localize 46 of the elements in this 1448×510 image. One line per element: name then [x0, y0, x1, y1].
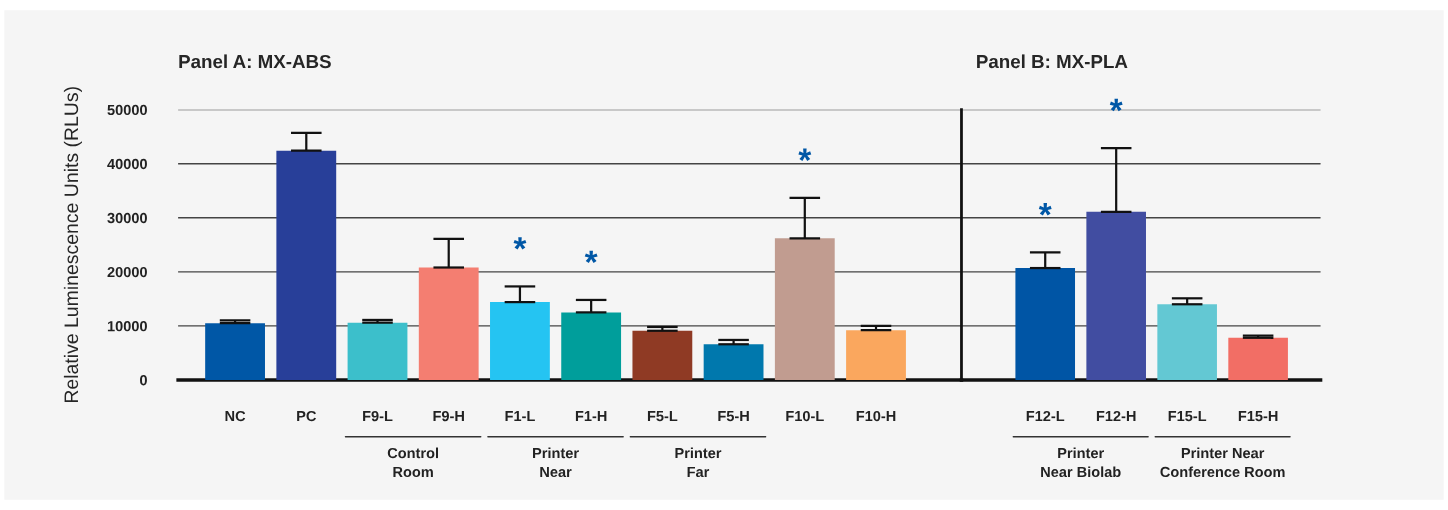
chart-title: Panel A: MX-ABS — [179, 54, 331, 69]
annotation: * — [513, 237, 527, 250]
x-tick-label: F12-L — [1026, 410, 1065, 422]
x-tick-label: F15-H — [1238, 411, 1278, 422]
bar — [774, 238, 835, 380]
y-tick-label: 40000 — [107, 158, 147, 170]
bar — [276, 150, 337, 380]
y-tick-label: 50000 — [107, 104, 147, 116]
bar — [1157, 304, 1217, 380]
annotation: * — [798, 148, 812, 161]
y-axis-title: Relative Luminescence Units (RLUs) — [63, 87, 82, 403]
x-tick-label: F12-H — [1096, 410, 1136, 422]
y-tick-label: 20000 — [107, 266, 147, 278]
bar — [205, 323, 265, 380]
bar — [1015, 268, 1076, 380]
x-tick-label: F1-L — [505, 411, 535, 422]
x-tick-label: F15-L — [1168, 411, 1207, 422]
x-tick-label: F9-H — [433, 410, 464, 422]
text: Printer Near Biolab — [1041, 447, 1121, 478]
text: Control Room — [387, 447, 438, 478]
bar — [561, 312, 622, 380]
x-tick-label: NC — [225, 410, 246, 422]
annotation: * — [584, 250, 598, 264]
y-tick-label: 10000 — [107, 320, 147, 332]
bar — [347, 322, 408, 380]
bar — [418, 267, 479, 380]
bar — [703, 344, 764, 380]
x-tick-label: F10-H — [856, 410, 896, 422]
y-tick-label: 30000 — [107, 212, 147, 224]
y-tick-label: 0 — [140, 375, 147, 386]
x-tick-label: F9-L — [363, 410, 393, 422]
annotation: * — [1038, 203, 1052, 216]
text: Printer Near — [533, 447, 579, 478]
text: Printer Near Conference Room — [1160, 447, 1285, 478]
bar — [1086, 211, 1146, 380]
x-tick-label: PC — [297, 410, 317, 422]
chart-title: Panel B: MX-PLA — [977, 54, 1128, 69]
bar — [846, 330, 906, 380]
annotation: * — [1109, 98, 1123, 112]
x-tick-label: F1-H — [575, 411, 607, 422]
bar — [490, 302, 550, 380]
bar — [1228, 337, 1288, 380]
x-tick-label: F5-H — [718, 411, 749, 422]
x-tick-label: F10-L — [786, 410, 824, 422]
x-tick-label: F5-L — [647, 411, 678, 422]
text: Printer Far — [675, 447, 722, 478]
